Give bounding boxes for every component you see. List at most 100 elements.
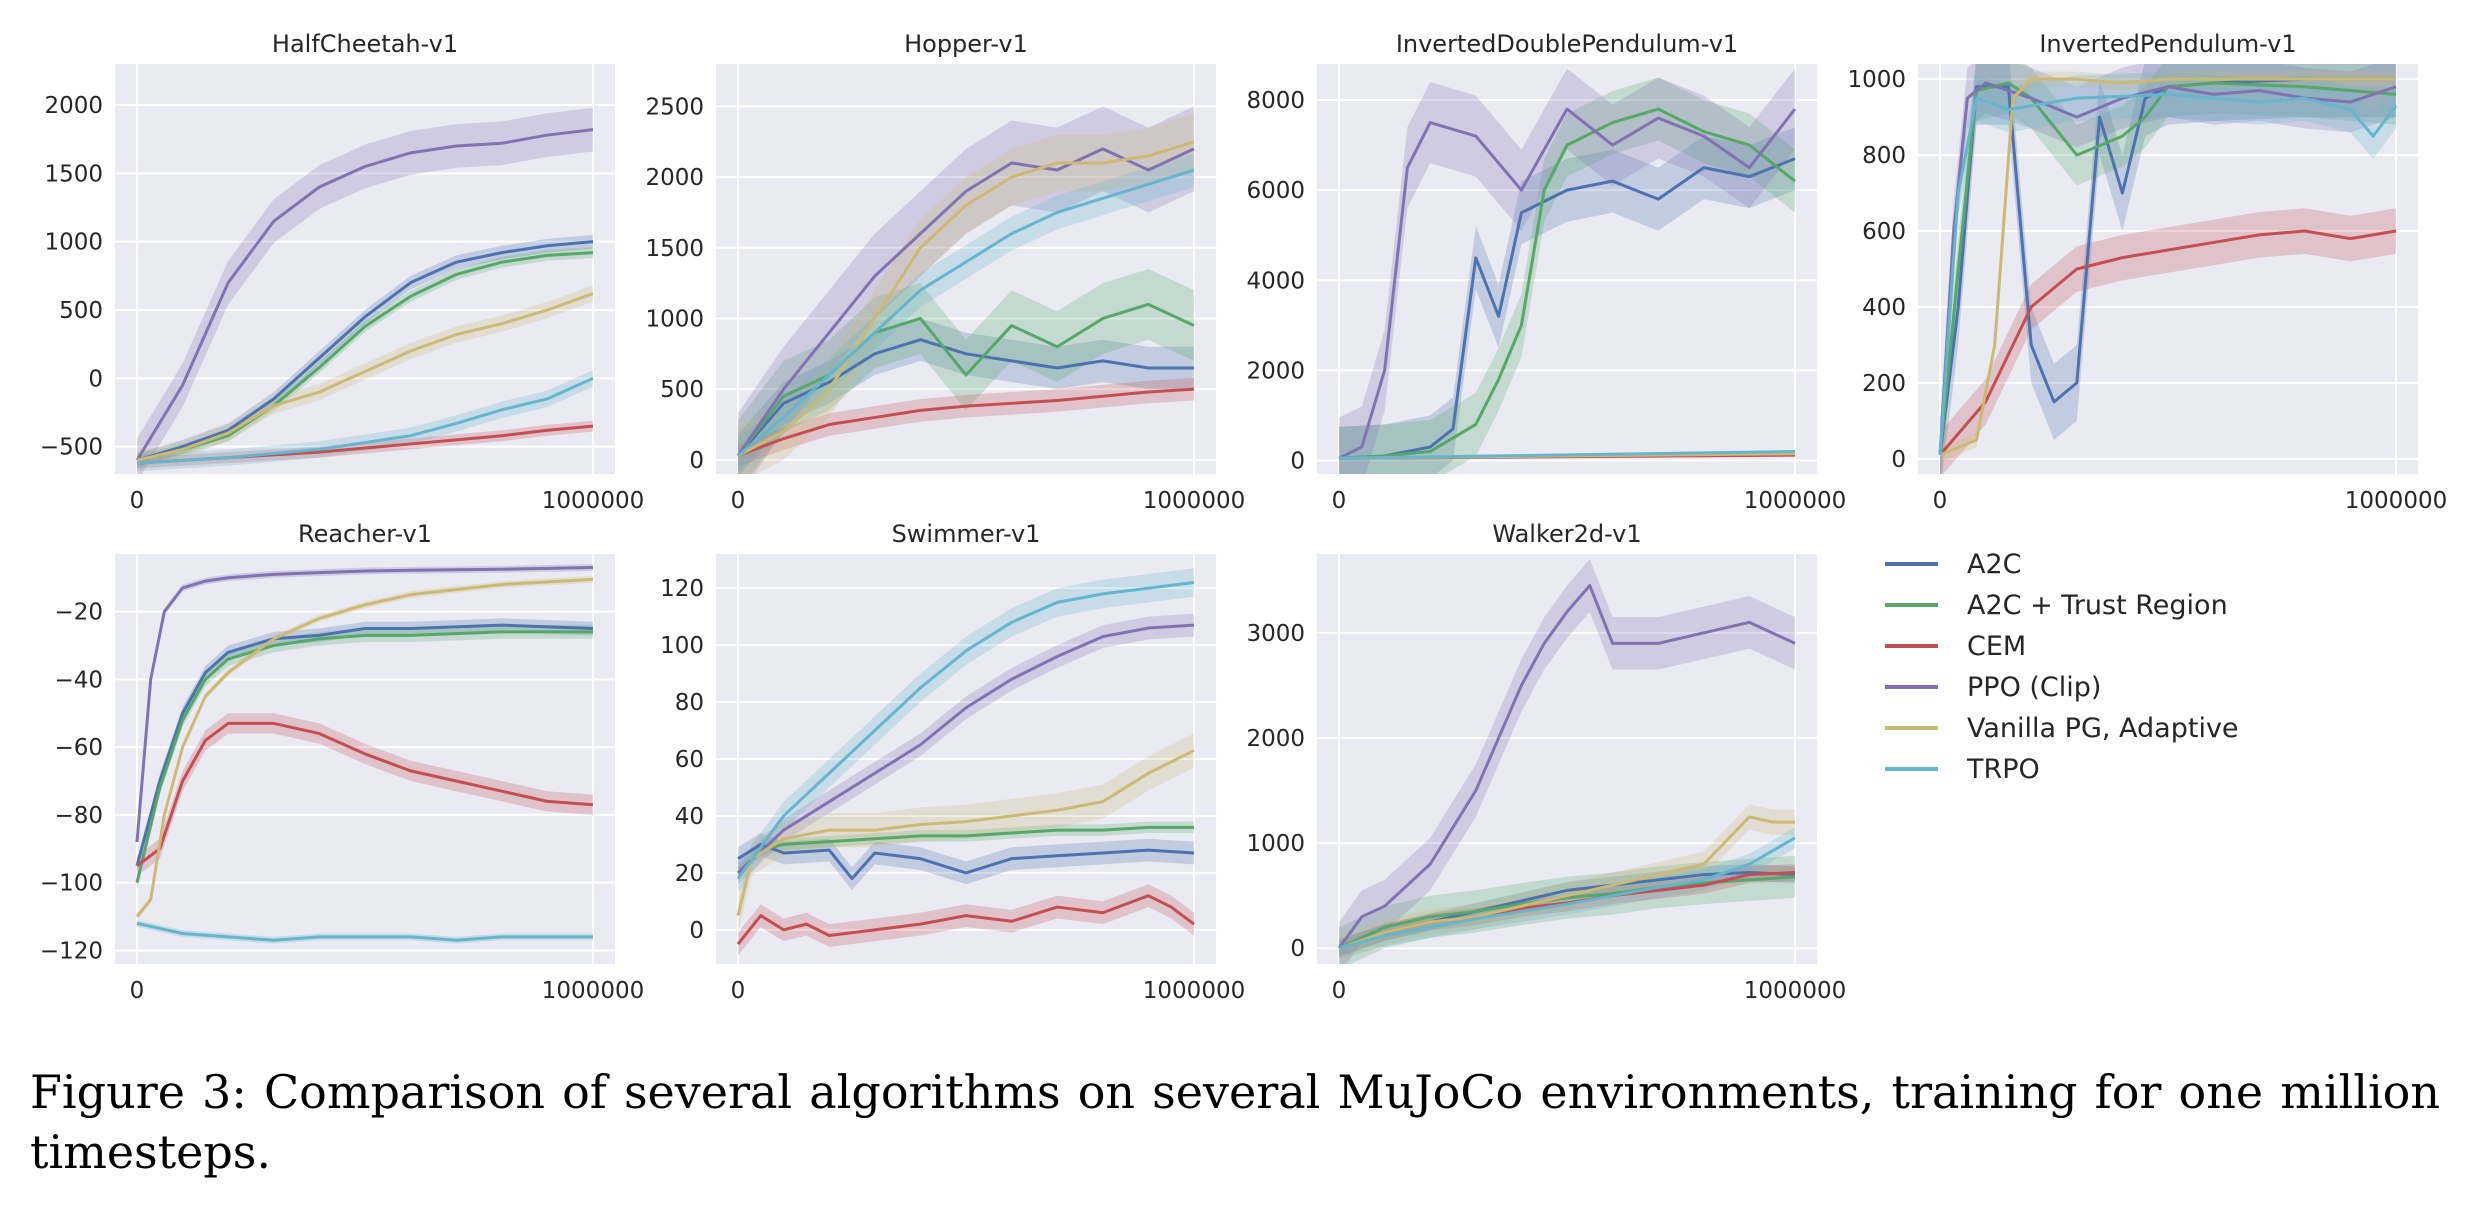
y-tick-label: 800 <box>1862 143 1906 169</box>
legend-label-a2c: A2C <box>1967 549 2022 580</box>
y-tick-label: 0 <box>689 918 704 944</box>
x-tick-label: 0 <box>1332 978 1347 1004</box>
y-tick-label: 400 <box>1862 295 1906 321</box>
series-line-a2c-trust-region <box>736 302 1195 457</box>
series-line-trpo <box>736 580 1195 880</box>
series-line-a2c <box>737 842 1195 881</box>
series-band-a2c-trust-region <box>738 821 1194 879</box>
x-tick-label: 0 <box>130 978 145 1004</box>
series-line-vanilla-pg-adaptive <box>136 292 594 462</box>
series-band-a2c-trust-region <box>738 269 1194 474</box>
series-line-cem <box>136 721 594 867</box>
plot-background <box>1317 64 1817 474</box>
series-line-trpo <box>737 168 1195 457</box>
panel-title: InvertedPendulum-v1 <box>2039 30 2296 58</box>
series-line-trpo <box>1338 836 1796 950</box>
series-line-ppo-clip <box>135 128 594 462</box>
legend-label-cem: CEM <box>1967 631 2026 662</box>
y-tick-label: 4000 <box>1246 268 1305 294</box>
plot-background <box>115 554 615 964</box>
series-line-vanilla-pg-adaptive <box>135 577 594 918</box>
y-tick-label: 2500 <box>645 94 704 120</box>
series-line-a2c-trust-region <box>135 630 593 884</box>
plot-area <box>1337 559 1796 964</box>
panel-title: HalfCheetah-v1 <box>272 30 458 58</box>
y-tick-label: 40 <box>675 804 704 830</box>
y-tick-label: 8000 <box>1246 88 1305 114</box>
y-tick-label: 0 <box>1290 936 1305 962</box>
x-tick-label: 1000000 <box>1143 488 1245 514</box>
panel-inverteddoublependulum-v1: 0 2000 4000 6000 8000 0 1000000 InvertedDoubleP… <box>1246 30 1846 514</box>
series-line-vanilla-pg-adaptive <box>737 140 1195 457</box>
y-tick-label: 60 <box>675 747 704 773</box>
panel-title: Walker2d-v1 <box>1492 520 1641 548</box>
panel-title: InvertedDoublePendulum-v1 <box>1396 30 1738 58</box>
plot-area <box>1938 64 2398 474</box>
series-band-cem <box>1940 208 2396 474</box>
y-tick-label: 1500 <box>44 161 103 187</box>
y-tick-label: 3000 <box>1246 621 1305 647</box>
y-tick-label: −500 <box>40 435 103 461</box>
y-tick-label: 1000 <box>1246 831 1305 857</box>
y-tick-label: 2000 <box>645 165 704 191</box>
y-tick-label: −20 <box>54 600 103 626</box>
series-line-ppo-clip <box>736 623 1195 874</box>
panel-title: Swimmer-v1 <box>892 520 1041 548</box>
series-band-cem <box>137 713 593 876</box>
y-tick-label: 200 <box>1862 371 1906 397</box>
series-line-cem <box>736 894 1195 946</box>
y-tick-label: 2000 <box>44 93 103 119</box>
y-tick-label: 2000 <box>1246 358 1305 384</box>
series-band-a2c <box>738 833 1194 890</box>
panel-hopper-v1: 0 500 1000 1500 2000 2500 0 1000000 Hopper-v1 <box>645 30 1245 514</box>
y-tick-label: 600 <box>1862 219 1906 245</box>
series-line-a2c-trust-region <box>136 251 594 462</box>
series-line-a2c-trust-region <box>1338 107 1796 460</box>
x-tick-label: 1000000 <box>1143 978 1245 1004</box>
legend-label-vanilla-pg-adaptive: Vanilla PG, Adaptive <box>1967 713 2239 744</box>
series-band-cem <box>738 377 1194 467</box>
figure: −500 0 500 1000 1500 2000 0 1000000 HalfCheetah-… <box>40 30 2447 1004</box>
plot-area <box>135 107 594 474</box>
series-band-a2c-trust-region <box>1940 64 2396 474</box>
series-band-vanilla-pg-adaptive <box>137 285 593 469</box>
y-tick-label: 0 <box>689 448 704 474</box>
panel-title: Reacher-v1 <box>298 520 432 548</box>
plot-area <box>135 564 594 944</box>
series-band-a2c-trust-region <box>1339 77 1795 474</box>
y-tick-label: 100 <box>660 633 704 659</box>
x-tick-label: 1000000 <box>542 978 644 1004</box>
series-line-trpo <box>136 921 593 942</box>
series-band-ppo-clip <box>1339 559 1795 964</box>
y-tick-label: 500 <box>660 377 704 403</box>
y-tick-label: 500 <box>59 298 103 324</box>
x-tick-label: 0 <box>731 978 746 1004</box>
x-tick-label: 1000000 <box>542 488 644 514</box>
y-tick-label: 80 <box>675 690 704 716</box>
y-tick-label: 0 <box>88 366 103 392</box>
series-band-trpo <box>1339 827 1795 959</box>
series-band-ppo-clip <box>1940 64 2396 474</box>
plot-area <box>736 106 1195 474</box>
series-line-vanilla-pg-adaptive <box>1939 77 2396 457</box>
series-band-ppo-clip <box>137 107 593 474</box>
panel-reacher-v1: −120 −100 −80 −60 −40 −20 0 1000000 Reacher-v1 <box>40 520 644 1004</box>
series-band-vanilla-pg-adaptive <box>738 733 1194 933</box>
plot-background <box>115 64 615 474</box>
series-line-trpo <box>136 376 594 465</box>
y-tick-label: −120 <box>40 938 103 964</box>
y-tick-label: 1000 <box>44 230 103 256</box>
y-tick-label: 1000 <box>1847 67 1906 93</box>
legend: A2C A2C + Trust Region CEM PPO (Clip) Vanill… <box>1885 549 2239 785</box>
series-line-cem <box>737 387 1195 458</box>
figure-caption: Figure 3: Comparison of several algorith… <box>30 1065 2440 1179</box>
series-line-ppo-clip <box>1337 584 1796 950</box>
y-tick-label: 1000 <box>645 306 704 332</box>
y-tick-label: −40 <box>54 667 103 693</box>
series-band-ppo-clip <box>738 106 1194 474</box>
series-band-a2c <box>738 318 1194 474</box>
x-tick-label: 1000000 <box>2345 488 2447 514</box>
series-line-a2c <box>1338 157 1796 460</box>
series-band-a2c-trust-region <box>137 247 593 466</box>
